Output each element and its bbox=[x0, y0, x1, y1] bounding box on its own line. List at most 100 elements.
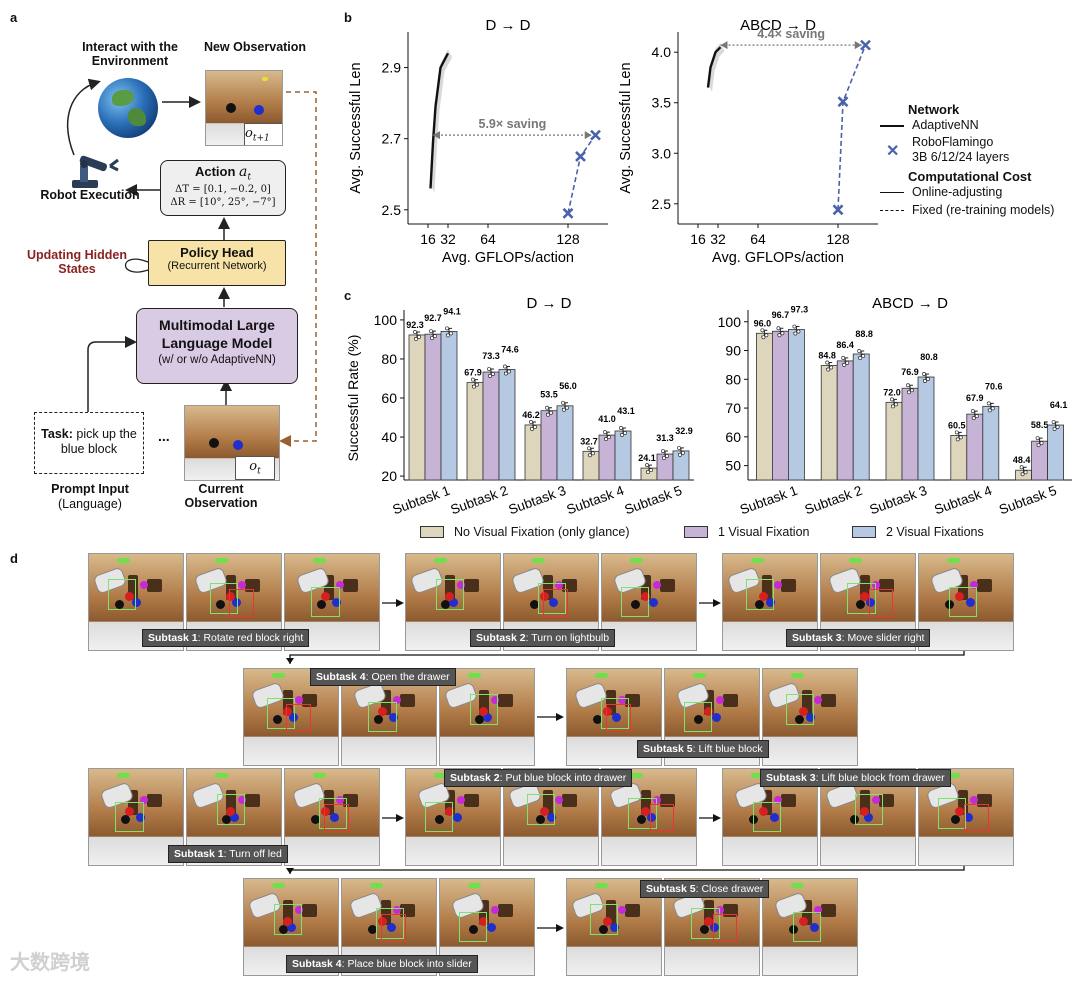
pink-block bbox=[237, 795, 246, 804]
subtask-caption-text: : Turn off led bbox=[223, 848, 282, 860]
y-tick-label: 40 bbox=[381, 429, 397, 445]
green-light bbox=[434, 557, 448, 563]
subtask-caption-number: Subtask 2 bbox=[450, 772, 500, 784]
sample-point bbox=[678, 452, 682, 457]
subtask-caption: Subtask 2: Put blue block into drawer bbox=[444, 769, 633, 787]
updating-hidden-states-label: Updating Hidden States bbox=[27, 248, 127, 276]
watermark: 大数跨境 bbox=[10, 952, 90, 974]
black-block bbox=[216, 600, 226, 610]
pink-block bbox=[554, 795, 563, 804]
legend-online-label: Online-adjusting bbox=[912, 185, 1003, 199]
pink-block bbox=[617, 695, 626, 704]
fixation-box bbox=[424, 801, 453, 833]
black-block bbox=[754, 600, 764, 610]
sample-point bbox=[587, 446, 591, 451]
cabinet-slot bbox=[821, 693, 837, 708]
data-label: 67.9 bbox=[966, 393, 984, 403]
cabinet-slot bbox=[606, 900, 616, 926]
saving-arrowheads bbox=[433, 131, 592, 140]
cabinet-slot bbox=[781, 578, 797, 593]
bar bbox=[466, 382, 484, 481]
fixation-box bbox=[436, 578, 465, 610]
red-block bbox=[283, 707, 293, 717]
x-tick-label: 64 bbox=[750, 231, 766, 247]
sample-point bbox=[549, 410, 553, 415]
subtask-caption-text: : Close drawer bbox=[695, 883, 764, 895]
fixation-box-red bbox=[649, 803, 675, 833]
cabinet-slot bbox=[704, 900, 714, 926]
bar bbox=[820, 365, 838, 481]
roboflamingo-marker bbox=[837, 96, 849, 108]
subtask-caption-number: Subtask 3 bbox=[766, 772, 816, 784]
connector-head bbox=[286, 868, 294, 874]
cabinet-slot bbox=[343, 578, 359, 593]
black-block bbox=[316, 600, 326, 610]
fixation-box-red bbox=[712, 913, 738, 943]
sample-point bbox=[603, 430, 607, 435]
sample-point bbox=[760, 328, 765, 333]
sequence-arrow bbox=[699, 814, 721, 822]
fixation-box-red bbox=[868, 588, 894, 618]
action-box: Action at ΔT = [0.1, −0.2, 0] ΔR = [10°,… bbox=[160, 160, 286, 216]
sample-point bbox=[533, 424, 537, 429]
y-axis-label: Successful Rate (%) bbox=[345, 335, 361, 462]
y-tick-label: 100 bbox=[718, 314, 742, 330]
blue-block bbox=[389, 713, 398, 723]
x-tick-label: Subtask 1 bbox=[738, 483, 800, 518]
subtask-caption-number: Subtask 4 bbox=[316, 671, 366, 683]
green-light bbox=[947, 772, 961, 778]
cabinet-slot bbox=[821, 903, 837, 918]
fixation-box bbox=[600, 697, 630, 729]
sample-point bbox=[665, 454, 669, 458]
cabinet-slot bbox=[781, 793, 797, 808]
data-label: 56.0 bbox=[559, 381, 577, 391]
data-label: 60.5 bbox=[948, 420, 966, 430]
fixation-box bbox=[458, 911, 487, 943]
x-axis-label: Avg. GFLOPs/action bbox=[442, 250, 574, 266]
subtask-caption-text: : Move slider right bbox=[841, 632, 925, 644]
fixation-box-red bbox=[286, 703, 311, 733]
green-light bbox=[370, 882, 384, 888]
blue-block bbox=[330, 813, 340, 823]
sample-point bbox=[530, 426, 534, 431]
sample-point bbox=[446, 333, 450, 338]
sample-point bbox=[861, 354, 866, 358]
task-prompt-box: Task: pick up the blue block bbox=[34, 412, 144, 474]
subtask-caption-number: Subtask 4 bbox=[292, 958, 342, 970]
fixation-box bbox=[691, 907, 720, 939]
cabinet-slot bbox=[543, 790, 553, 816]
sample-point bbox=[955, 437, 960, 442]
subtask-caption-number: Subtask 5 bbox=[643, 743, 693, 755]
sample-point bbox=[649, 468, 653, 473]
blue-block bbox=[766, 598, 776, 608]
x-tick-label: Subtask 3 bbox=[867, 483, 929, 518]
legend-b: Network AdaptiveNN ✕ RoboFlamingo 3B 6/1… bbox=[880, 102, 1075, 220]
data-label: 31.3 bbox=[656, 433, 674, 443]
sample-point bbox=[1039, 441, 1044, 446]
legend-robo-sub: 3B 6/12/24 layers bbox=[912, 150, 1010, 164]
legend-adaptive-label: AdaptiveNN bbox=[912, 118, 979, 132]
y-tick-label: 60 bbox=[725, 429, 741, 445]
fixation-box bbox=[949, 586, 978, 618]
cabinet-slot bbox=[977, 578, 993, 593]
roboflamingo-point bbox=[860, 39, 871, 51]
fixation-box-red bbox=[543, 588, 568, 618]
data-label: 80.8 bbox=[920, 352, 938, 362]
bar bbox=[788, 329, 805, 481]
bar bbox=[440, 331, 458, 481]
sample-point bbox=[646, 470, 650, 475]
robot-scene-frame bbox=[918, 553, 1014, 651]
arrow-head bbox=[396, 814, 404, 822]
cabinet-slot bbox=[562, 793, 578, 808]
roboflamingo-point bbox=[832, 204, 844, 216]
blue-block bbox=[449, 598, 459, 608]
pink-block bbox=[715, 905, 724, 914]
cabinet-slot bbox=[245, 793, 261, 808]
sample-point bbox=[793, 331, 798, 336]
fixation-box bbox=[937, 797, 966, 829]
green-light bbox=[630, 557, 644, 563]
sample-point bbox=[1055, 425, 1060, 429]
cabinet-slot bbox=[860, 790, 870, 816]
cabinet-slot bbox=[283, 900, 293, 926]
green-light bbox=[595, 672, 609, 678]
